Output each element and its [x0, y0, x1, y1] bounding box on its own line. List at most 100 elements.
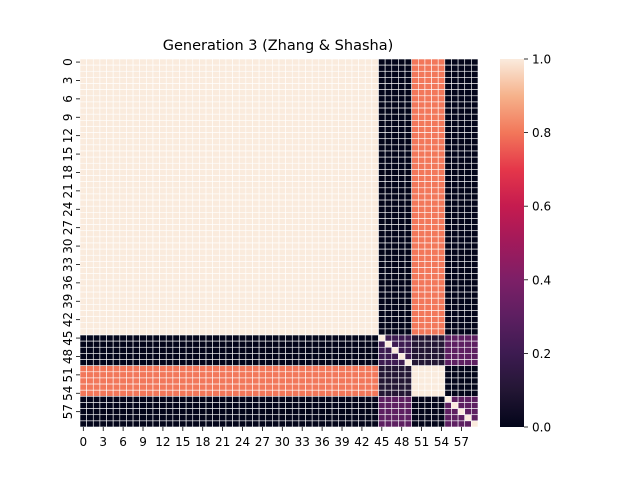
heatmap-cell [398, 181, 406, 189]
heatmap-cell [298, 310, 306, 317]
heatmap-cell [225, 162, 233, 170]
heatmap-cell [212, 101, 220, 109]
heatmap-cell [165, 291, 174, 299]
heatmap-cell [404, 64, 412, 72]
heatmap-cell [165, 285, 174, 293]
heatmap-cell [238, 162, 247, 170]
heatmap-cell [179, 402, 187, 409]
heatmap-cell [212, 89, 220, 97]
heatmap-cell [345, 169, 353, 176]
heatmap-cell [417, 420, 426, 428]
heatmap-cell [112, 340, 121, 348]
heatmap-cell [291, 408, 300, 416]
heatmap-cell [378, 340, 386, 348]
heatmap-cell [238, 224, 247, 232]
heatmap-cell [152, 83, 160, 90]
heatmap-cell [305, 279, 313, 287]
heatmap-cell [252, 205, 260, 213]
heatmap-cell [345, 359, 353, 366]
heatmap-cell [291, 396, 300, 403]
heatmap-cell [404, 346, 412, 354]
heatmap-cell [99, 267, 107, 274]
heatmap-cell [384, 169, 393, 176]
heatmap-cell [119, 205, 127, 213]
heatmap-cell [185, 322, 194, 330]
heatmap-cell [391, 138, 399, 146]
heatmap-cell [371, 322, 379, 330]
heatmap-cell [351, 169, 359, 176]
heatmap-cell [179, 58, 187, 66]
heatmap-cell [212, 261, 220, 268]
heatmap-cell [238, 273, 247, 281]
heatmap-cell [212, 199, 220, 207]
heatmap-cell [451, 230, 459, 238]
heatmap-cell [159, 340, 167, 348]
heatmap-cell [199, 205, 207, 213]
heatmap-cell [384, 224, 393, 232]
heatmap-cell [232, 396, 240, 403]
heatmap-cell [192, 212, 200, 219]
heatmap-cell [212, 107, 220, 115]
heatmap-cell [179, 83, 187, 90]
heatmap-cell [371, 420, 379, 428]
heatmap-cell [358, 230, 366, 238]
heatmap-cell [371, 242, 379, 250]
heatmap-cell [112, 156, 121, 164]
heatmap-cell [318, 389, 326, 397]
heatmap-cell [252, 236, 260, 244]
heatmap-cell [285, 83, 293, 90]
heatmap-cell [205, 205, 213, 213]
x-tick-label: 57 [454, 435, 469, 449]
heatmap-cell [225, 156, 233, 164]
heatmap-cell [165, 322, 174, 330]
heatmap-cell [417, 340, 426, 348]
heatmap-cell [272, 346, 280, 354]
heatmap-cell [272, 218, 280, 225]
heatmap-cell [159, 205, 167, 213]
heatmap-cell [358, 322, 366, 330]
heatmap-cell [225, 205, 233, 213]
heatmap-cell [311, 371, 320, 379]
heatmap-cell [265, 365, 273, 373]
heatmap-cell [165, 113, 174, 121]
heatmap-cell [112, 304, 121, 311]
heatmap-cell [331, 304, 340, 311]
heatmap-cell [437, 107, 446, 115]
heatmap-cell [378, 101, 386, 109]
heatmap-cell [92, 254, 101, 262]
heatmap-cell [132, 83, 141, 90]
heatmap-cell [305, 371, 313, 379]
heatmap-cell [219, 218, 227, 225]
heatmap-cell [265, 242, 273, 250]
heatmap-cell [199, 273, 207, 281]
heatmap-cell [272, 389, 280, 397]
heatmap-cell [258, 408, 267, 416]
heatmap-cell [146, 230, 154, 238]
heatmap-cell [205, 310, 213, 317]
heatmap-cell [305, 297, 313, 305]
heatmap-cell [238, 169, 247, 176]
heatmap-cell [318, 310, 326, 317]
heatmap-cell [199, 310, 207, 317]
heatmap-cell [311, 316, 320, 324]
heatmap-cell [345, 396, 353, 403]
heatmap-cell [338, 77, 346, 84]
heatmap-cell [99, 396, 107, 403]
heatmap-cell [457, 383, 466, 391]
heatmap-cell [298, 304, 306, 311]
heatmap-cell [159, 248, 167, 256]
heatmap-cell [364, 132, 373, 140]
heatmap-cell [245, 328, 253, 336]
heatmap-cell [126, 193, 134, 201]
heatmap-cell [79, 83, 87, 90]
heatmap-cell [305, 334, 313, 342]
heatmap-cell [298, 107, 306, 115]
heatmap-cell [364, 340, 373, 348]
heatmap-cell [305, 359, 313, 366]
heatmap-cell [391, 291, 399, 299]
heatmap-cell [212, 212, 220, 219]
heatmap-cell [311, 120, 320, 127]
heatmap-cell [398, 414, 406, 422]
heatmap-cell [345, 236, 353, 244]
heatmap-cell [258, 77, 267, 84]
